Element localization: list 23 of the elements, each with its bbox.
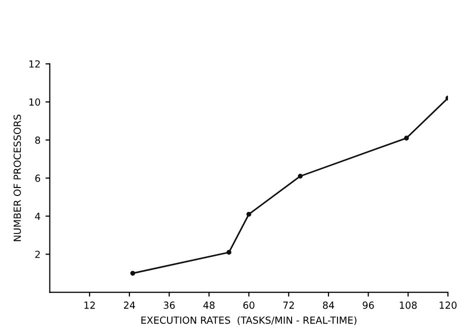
y-tick-label: 2 xyxy=(35,250,40,258)
y-tick-label: 12 xyxy=(29,60,40,68)
point xyxy=(298,174,303,179)
x-axis-title: EXECUTION RATES (TASKS/MIN - REAL-TIME) xyxy=(141,316,356,325)
y-tick-label: 6 xyxy=(35,174,40,182)
y-axis-title: NUMBER OF PROCESSORS xyxy=(14,114,21,242)
y-tick-label: 10 xyxy=(29,98,40,106)
x-tick-label: 48 xyxy=(203,302,215,309)
x-tick-label: 84 xyxy=(322,302,334,309)
y-tick-label: 4 xyxy=(35,212,40,220)
x-tick-label: 120 xyxy=(440,302,457,309)
point xyxy=(226,250,232,255)
x-tick-label: 24 xyxy=(124,302,136,309)
x-tick-label: 108 xyxy=(400,302,417,309)
point xyxy=(246,212,252,217)
x-tick-label: 36 xyxy=(164,302,175,309)
x-tick-label: 96 xyxy=(362,302,374,309)
x-tick-label: 72 xyxy=(283,302,294,309)
point xyxy=(404,136,409,141)
x-tick-label: 60 xyxy=(243,302,254,309)
x-tick-label: 12 xyxy=(84,302,95,309)
point xyxy=(130,270,136,276)
y-tick-label: 8 xyxy=(35,136,40,144)
